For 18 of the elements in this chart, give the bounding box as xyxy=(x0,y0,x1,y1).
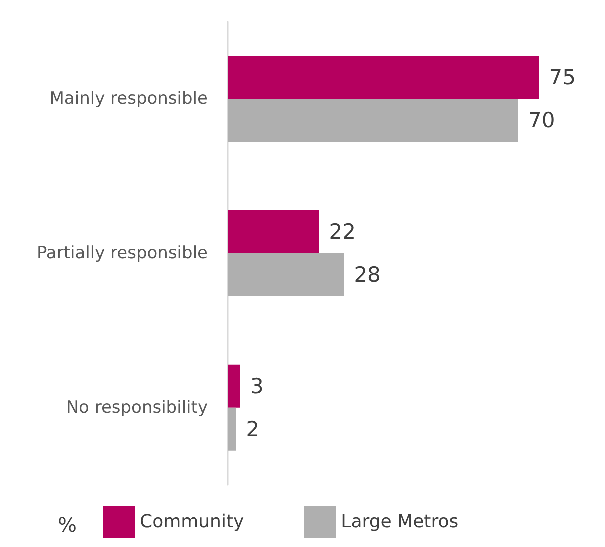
bar xyxy=(228,99,518,142)
legend-label: Community xyxy=(140,512,245,532)
bar xyxy=(228,408,236,451)
bar xyxy=(228,210,320,254)
bar xyxy=(228,364,240,408)
data-label: 70 xyxy=(528,108,556,133)
data-label: 2 xyxy=(246,417,260,442)
data-label: 3 xyxy=(250,374,264,398)
legend-title: % xyxy=(58,513,78,537)
y-tick-label: No responsibility xyxy=(66,398,208,418)
data-label: 75 xyxy=(549,66,576,90)
legend-label: Large Metros xyxy=(341,512,459,532)
y-tick-label: Partially responsible xyxy=(36,244,208,264)
bar xyxy=(228,254,344,296)
y-tick-label: Mainly responsible xyxy=(50,89,208,110)
bar xyxy=(228,56,540,100)
data-label: 28 xyxy=(354,263,381,287)
data-label: 22 xyxy=(329,220,356,244)
